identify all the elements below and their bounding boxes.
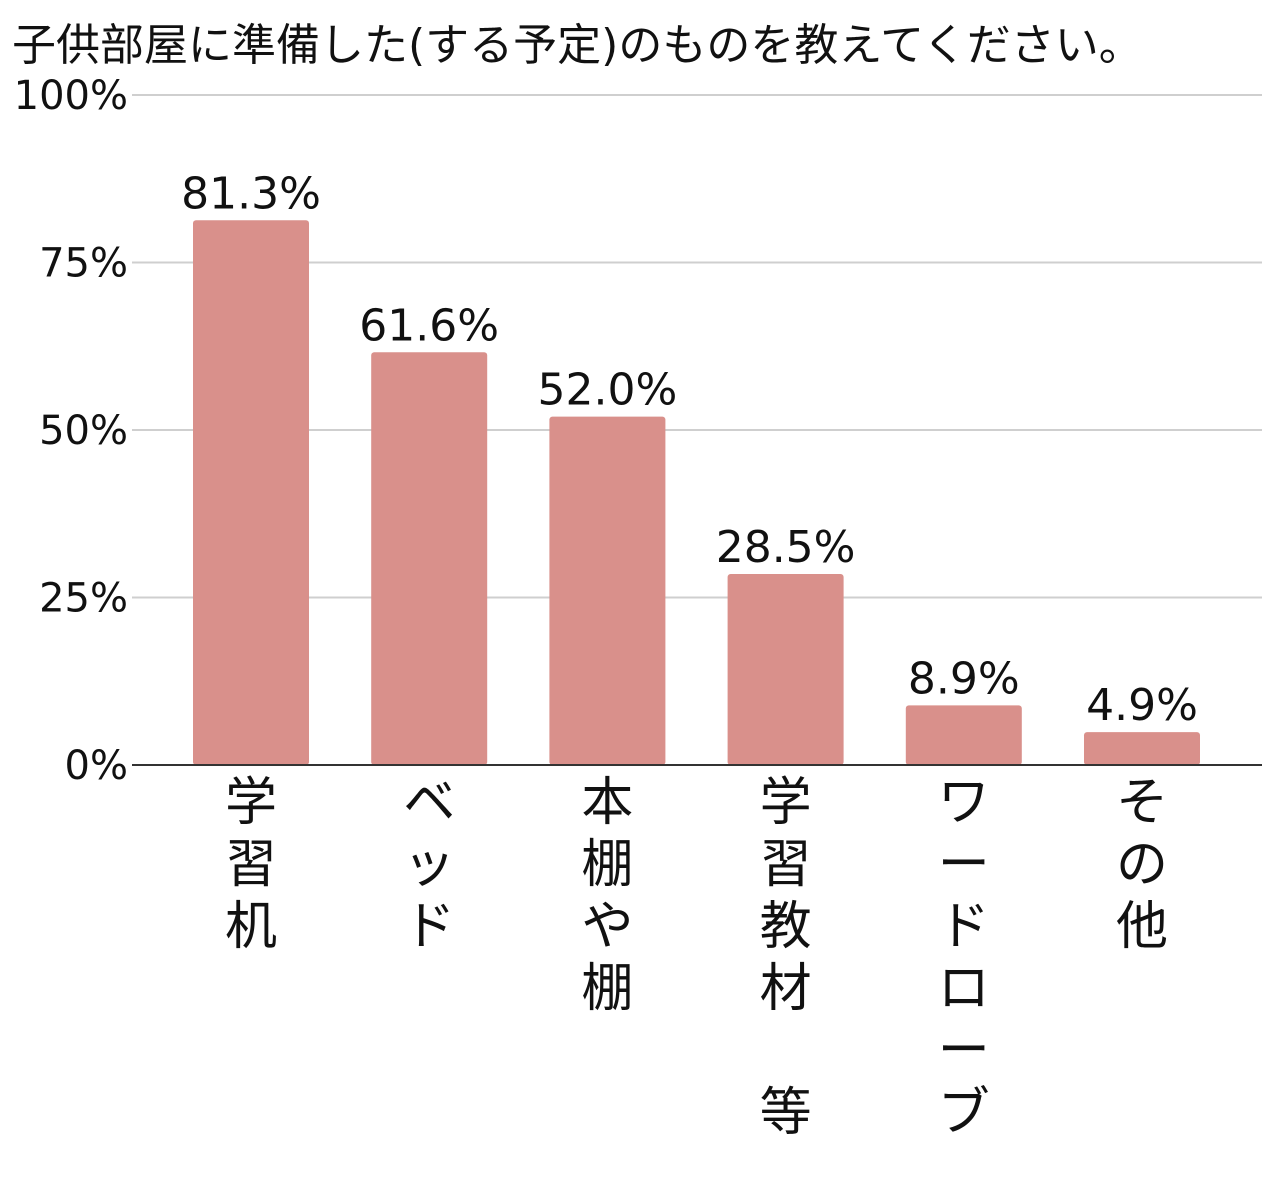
- y-tick-label: 0%: [65, 743, 128, 789]
- bar: [549, 416, 666, 765]
- grid-layer: [132, 94, 1262, 599]
- data-label: 61.6%: [359, 300, 499, 351]
- category-labels: 学習机 ベッド 本棚や棚 学習教材 等 ワードローブ その他: [225, 773, 1168, 1143]
- bar: [371, 352, 488, 765]
- bar: [193, 220, 309, 766]
- data-label: 81.3%: [181, 168, 321, 219]
- bar: [905, 705, 1022, 765]
- chart-title: 子供部屋に準備した(する予定)のものを教えてください。: [12, 20, 1143, 71]
- bar: [727, 574, 844, 765]
- data-labels: 81.3% 61.6% 52.0% 28.5% 8.9% 4.9%: [181, 168, 1198, 731]
- category-label: その他: [1116, 773, 1168, 957]
- y-tick-label: 25%: [39, 576, 128, 622]
- data-label: 52.0%: [538, 365, 678, 416]
- bar: [1084, 732, 1200, 765]
- data-label: 4.9%: [1086, 680, 1198, 731]
- category-label: ベッド: [403, 773, 455, 957]
- y-tick-label: 50%: [39, 408, 128, 454]
- category-label: ワードローブ: [938, 773, 990, 1143]
- bars: [193, 220, 1200, 766]
- data-label: 8.9%: [908, 653, 1020, 704]
- category-label: 本棚や棚: [581, 773, 633, 1019]
- y-tick-label: 100%: [14, 73, 128, 119]
- y-axis-ticks: 0% 25% 50% 75% 100%: [14, 73, 128, 789]
- data-label: 28.5%: [716, 522, 856, 573]
- category-label: 学習机: [225, 773, 277, 957]
- y-tick-label: 75%: [39, 241, 128, 287]
- category-label: 学習教材 等: [760, 773, 812, 1143]
